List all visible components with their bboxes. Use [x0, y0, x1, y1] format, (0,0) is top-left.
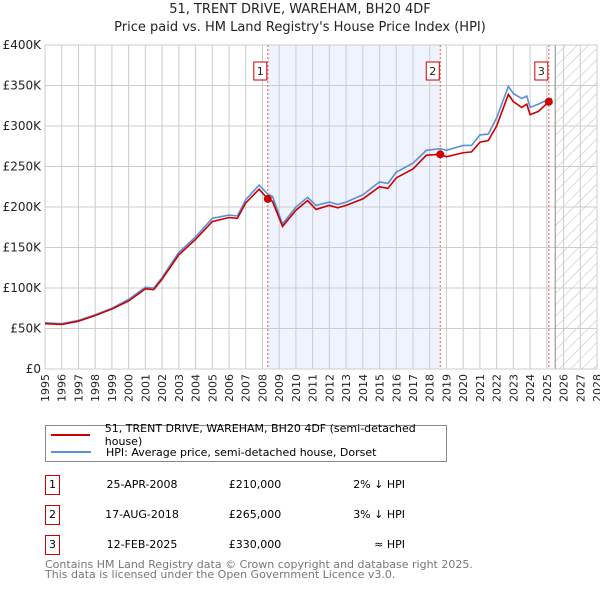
footer-line: Contains HM Land Registry data © Crown c…: [45, 558, 473, 571]
legend: 51, TRENT DRIVE, WAREHAM, BH20 4DF (semi…: [45, 422, 447, 462]
x-tick-label: 2005: [206, 374, 219, 402]
chart-title: 51, TRENT DRIVE, WAREHAM, BH20 4DF: [169, 2, 431, 17]
footer: Contains HM Land Registry data © Crown c…: [45, 558, 473, 581]
sale-marker-label: 1: [257, 65, 264, 78]
sale-row: 2 17-AUG-2018 £265,000 3% ↓ HPI: [45, 505, 465, 525]
sale-hpi-diff: 3% ↓ HPI: [353, 508, 405, 521]
x-tick-label: 2018: [424, 374, 437, 402]
chart-subtitle: Price paid vs. HM Land Registry's House …: [114, 20, 486, 35]
sale-marker-badge: 3: [45, 535, 60, 555]
y-tick-label: £300K: [3, 119, 43, 133]
x-tick-label: 2010: [290, 374, 303, 402]
sale-marker-box: [253, 61, 268, 81]
x-tick-label: 2014: [357, 374, 370, 402]
x-tick-label: 2017: [407, 374, 420, 402]
sale-row: 3 12-FEB-2025 £330,000 ≈ HPI: [45, 535, 465, 555]
sale-point: [436, 150, 445, 159]
sale-point: [544, 97, 553, 106]
legend-swatch: [51, 451, 91, 453]
legend-swatch: [51, 434, 90, 436]
legend-item-hpi: HPI: Average price, semi-detached house,…: [46, 444, 376, 460]
sale-price: £210,000: [228, 478, 282, 491]
x-tick-label: 2021: [474, 374, 487, 402]
x-tick-label: 1996: [56, 374, 69, 402]
sale-marker-label: 3: [538, 65, 545, 78]
legend-label: HPI: Average price, semi-detached house,…: [106, 445, 377, 459]
sale-marker-badge: 2: [45, 505, 60, 525]
sale-hpi-diff: ≈ HPI: [374, 538, 405, 551]
series-line: [44, 84, 553, 325]
sale-marker-badge: 1: [45, 475, 60, 495]
x-tick-label: 2004: [190, 374, 203, 402]
x-tick-label: 2015: [374, 374, 387, 402]
x-tick-label: 2025: [541, 374, 554, 402]
x-tick-label: 2003: [173, 374, 186, 402]
legend-item-property: 51, TRENT DRIVE, WAREHAM, BH20 4DF (semi…: [46, 422, 446, 448]
x-tick-label: 1999: [106, 374, 119, 402]
sale-point: [263, 194, 272, 203]
x-tick-label: 1995: [39, 374, 52, 402]
sale-hpi-diff: 2% ↓ HPI: [353, 478, 405, 491]
x-tick-label: 2023: [507, 374, 520, 402]
footer-line: This data is licensed under the Open Gov…: [45, 568, 396, 581]
sale-price: £330,000: [228, 538, 282, 551]
x-tick-label: 2002: [156, 374, 169, 402]
x-tick-label: 2012: [323, 374, 336, 402]
x-tick-label: 2009: [273, 374, 286, 402]
sale-marker-box: [425, 61, 440, 81]
y-tick-label: £100K: [3, 281, 43, 295]
legend-label: 51, TRENT DRIVE, WAREHAM, BH20 4DF (semi…: [104, 422, 416, 448]
x-tick-label: 1997: [72, 374, 85, 402]
y-tick-label: £400K: [3, 38, 43, 52]
y-tick-label: £50K: [10, 322, 42, 336]
x-tick-label: 2022: [491, 374, 504, 402]
x-tick-label: 2016: [390, 374, 403, 402]
x-tick-label: 2019: [440, 374, 453, 402]
x-tick-label: 2020: [457, 374, 470, 402]
x-tick-label: 2024: [524, 374, 537, 402]
sale-date: 17-AUG-2018: [105, 508, 179, 521]
y-tick-label: £200K: [3, 200, 43, 214]
sale-row: 1 25-APR-2008 £210,000 2% ↓ HPI: [45, 475, 465, 495]
sale-price: £265,000: [228, 508, 282, 521]
x-tick-label: 2000: [123, 374, 136, 402]
sale-date: 25-APR-2008: [106, 478, 178, 491]
y-tick-label: £250K: [3, 160, 43, 174]
y-tick-label: £350K: [3, 79, 43, 93]
series-line: [44, 92, 553, 326]
x-tick-label: 2013: [340, 374, 353, 402]
y-tick-label: £0: [26, 362, 41, 376]
sale-marker-box: [534, 61, 549, 81]
y-tick-label: £150K: [3, 241, 43, 255]
sale-marker-label: 2: [429, 65, 436, 78]
plot-frame: [44, 44, 598, 370]
x-tick-label: 2026: [558, 374, 571, 402]
sale-date: 12-FEB-2025: [106, 538, 178, 551]
x-tick-label: 2008: [256, 374, 269, 402]
x-tick-label: 2028: [591, 374, 600, 402]
x-tick-label: 2001: [139, 374, 152, 402]
price-chart: 1995 1996 1997 1998 1999 2000 2001 2002 2003 2004…: [3, 38, 600, 402]
x-tick-label: 2007: [240, 374, 253, 402]
x-tick-label: 2011: [307, 374, 320, 402]
x-tick-label: 2006: [223, 374, 236, 402]
x-tick-label: 2027: [574, 374, 587, 402]
x-tick-label: 1998: [89, 374, 102, 402]
